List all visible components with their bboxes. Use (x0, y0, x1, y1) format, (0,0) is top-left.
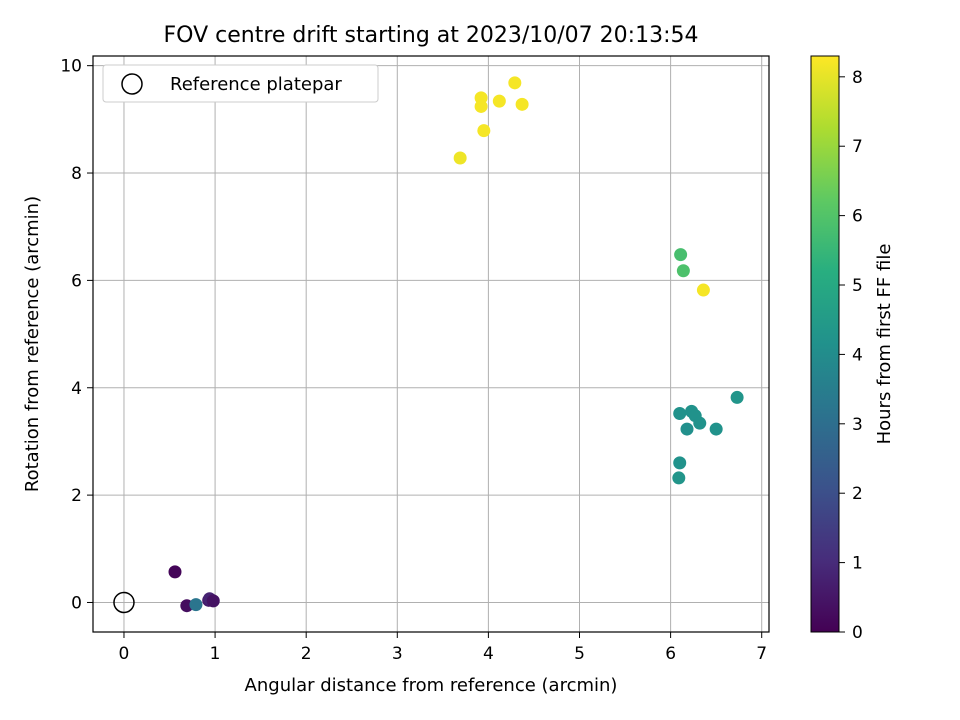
data-point (673, 456, 687, 470)
colorbar: 0 1 2 3 4 5 6 7 8 Hours from first FF file (810, 55, 895, 643)
legend-entry: Reference platepar (170, 74, 342, 95)
x-tick-label: 0 (119, 644, 130, 664)
colorbar-tick-label: 1 (852, 554, 863, 574)
colorbar-gradient (810, 55, 840, 633)
x-axis-ticks: 0 1 2 3 4 5 6 7 (119, 632, 767, 664)
plot-frame (92, 55, 770, 633)
colorbar-tick-label: 7 (852, 137, 863, 157)
y-tick-label: 6 (71, 271, 82, 291)
data-point (453, 151, 467, 165)
data-point (508, 76, 522, 90)
y-tick-label: 2 (71, 486, 82, 506)
y-tick-label: 0 (71, 593, 82, 613)
grid-lines (93, 56, 769, 632)
colorbar-tick-label: 2 (852, 484, 863, 504)
colorbar-tick-label: 6 (852, 207, 863, 227)
data-point (189, 598, 203, 612)
data-point (730, 390, 744, 404)
x-tick-label: 1 (210, 644, 221, 664)
y-axis-ticks: 0 2 4 6 8 10 (60, 57, 93, 613)
legend: Reference platepar (102, 64, 379, 103)
data-points (168, 76, 744, 613)
reference-point (113, 591, 135, 614)
data-point (492, 94, 506, 108)
colorbar-tick-label: 8 (852, 68, 863, 88)
x-tick-label: 6 (665, 644, 676, 664)
y-tick-label: 8 (71, 164, 82, 184)
x-tick-label: 3 (392, 644, 403, 664)
colorbar-tick-label: 4 (852, 345, 863, 365)
colorbar-tick-label: 5 (852, 276, 863, 296)
data-point (673, 407, 687, 421)
data-point (672, 471, 686, 485)
data-point (693, 416, 707, 430)
data-point (474, 99, 488, 113)
y-axis-label: Rotation from reference (arcmin) (22, 196, 43, 492)
data-point (515, 97, 529, 111)
colorbar-ticks: 0 1 2 3 4 5 6 7 8 (839, 68, 863, 643)
data-point (206, 594, 220, 608)
legend-marker-icon (121, 73, 143, 95)
colorbar-tick-label: 3 (852, 415, 863, 435)
chart-title: FOV centre drift starting at 2023/10/07 … (164, 23, 699, 48)
colorbar-label: Hours from first FF file (874, 244, 895, 445)
data-point (477, 124, 491, 138)
x-tick-label: 2 (301, 644, 312, 664)
x-tick-label: 4 (483, 644, 494, 664)
x-axis-label: Angular distance from reference (arcmin) (245, 675, 618, 696)
data-point (709, 422, 723, 436)
data-point (696, 283, 710, 297)
y-tick-label: 4 (71, 379, 82, 399)
x-tick-label: 7 (756, 644, 767, 664)
legend-box (102, 64, 379, 103)
data-point (680, 422, 694, 436)
y-tick-label: 10 (60, 57, 82, 77)
x-tick-label: 5 (574, 644, 585, 664)
colorbar-tick-label: 0 (852, 623, 863, 643)
reference-marker (113, 591, 135, 614)
data-point (676, 264, 690, 278)
data-point (168, 565, 182, 579)
data-point (674, 248, 688, 262)
